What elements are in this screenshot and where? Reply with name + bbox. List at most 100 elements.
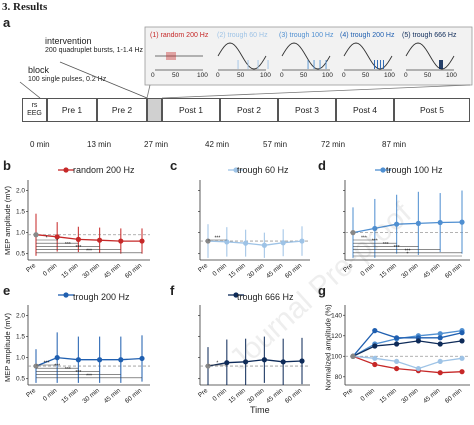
series-line xyxy=(35,234,142,242)
y-tick-label: 120 xyxy=(331,333,342,340)
panel-letter-a: a xyxy=(3,15,11,30)
timeline-block-post5: Post 5 xyxy=(394,98,470,122)
x-tick-label: 30 min xyxy=(400,387,420,405)
y-tick-label: 2.0 xyxy=(16,313,25,320)
x-tick-label: Pre xyxy=(197,262,210,274)
timeline-block-pre2: Pre 2 xyxy=(97,98,147,122)
condition-label-5: (5) trough 666 Hz xyxy=(402,32,457,39)
data-point xyxy=(459,369,465,375)
y-axis-label-g: Normalized amplitude (%) xyxy=(323,304,333,391)
panel-letter-b: b xyxy=(3,158,11,173)
inset-tick-0: 0 xyxy=(280,72,284,79)
data-point xyxy=(54,355,60,361)
inset-sine-wave xyxy=(405,42,455,70)
x-tick-label: 30 min xyxy=(400,262,420,280)
data-point xyxy=(261,357,267,363)
x-tick-label: 15 min xyxy=(378,387,398,405)
significance-label: *** xyxy=(44,361,50,367)
data-point xyxy=(372,328,378,334)
significance-label: *** xyxy=(394,245,400,251)
data-point xyxy=(118,238,124,244)
data-point xyxy=(372,361,378,368)
condition-label-1: (1) random 200 Hz xyxy=(150,32,209,39)
x-tick-label: 15 min xyxy=(227,387,247,405)
legend-marker xyxy=(63,292,69,298)
x-tick-label: 60 min xyxy=(284,387,304,405)
time-mark-27: 27 min xyxy=(144,140,169,149)
data-point xyxy=(299,358,305,364)
timeline-block-post1: Post 1 xyxy=(162,98,220,122)
x-tick-label: 60 min xyxy=(444,387,464,405)
x-tick-label: 60 min xyxy=(124,262,144,280)
timeline-block-pre1: Pre 1 xyxy=(47,98,97,122)
significance-label: *** xyxy=(214,236,220,242)
timeline-label: Post 5 xyxy=(419,105,445,115)
data-point xyxy=(459,355,465,361)
y-tick-label: 80 xyxy=(335,374,343,381)
legend-c: trough 60 Hz xyxy=(237,165,289,175)
legend-marker xyxy=(63,167,69,173)
data-point xyxy=(280,240,286,246)
data-point xyxy=(394,335,400,341)
data-point xyxy=(437,335,443,341)
panel-letter-f: f xyxy=(170,283,175,298)
data-point xyxy=(459,219,465,225)
data-point xyxy=(75,357,81,363)
timeline-block-rs-eeg: rs EEG xyxy=(22,98,47,122)
inset-tick-100: 100 xyxy=(322,72,333,79)
inset-tick-0: 0 xyxy=(342,72,346,79)
time-mark-57: 57 min xyxy=(263,140,288,149)
legend-marker xyxy=(380,167,386,173)
data-point xyxy=(372,343,378,349)
inset-tick-50: 50 xyxy=(172,72,180,79)
data-point xyxy=(415,220,421,226)
significance-label: *** xyxy=(361,236,367,242)
data-point xyxy=(372,225,378,232)
x-tick-label: Pre xyxy=(25,387,38,399)
data-point xyxy=(243,240,249,246)
block-title: block xyxy=(28,65,50,75)
significance-label: *** xyxy=(75,245,81,251)
x-tick-label: 45 min xyxy=(422,262,442,280)
inset-tick-50: 50 xyxy=(424,72,432,79)
y-tick-label: 0.5 xyxy=(16,251,25,258)
panel-letter-d: d xyxy=(318,158,326,173)
x-tick-label: 30 min xyxy=(246,262,266,280)
inset-tick-50: 50 xyxy=(237,72,245,79)
data-point xyxy=(394,365,400,372)
series-line xyxy=(352,340,463,357)
timeline-label: Post 2 xyxy=(236,105,262,115)
significance-label: *** xyxy=(383,242,389,248)
x-tick-label: 0 min xyxy=(211,262,228,278)
data-point xyxy=(33,232,39,238)
significance-label: * xyxy=(46,236,48,242)
significance-label: *** xyxy=(405,248,411,254)
significance-label: *** xyxy=(54,364,60,370)
significance-label: *** xyxy=(75,370,81,376)
x-tick-label: 45 min xyxy=(265,262,285,280)
data-point xyxy=(394,341,400,347)
significance-label: *** xyxy=(65,367,71,373)
panel-letter-e: e xyxy=(3,283,11,298)
x-tick-label: 30 min xyxy=(81,262,101,280)
condition-label-3: (3) trough 100 Hz xyxy=(279,32,334,39)
section-heading: 3. Results xyxy=(2,1,48,13)
y-tick-label: 2.0 xyxy=(16,188,25,195)
condition-label-2: (2) trough 60 Hz xyxy=(217,32,268,39)
legend-d: trough 100 Hz xyxy=(386,165,443,175)
data-point xyxy=(459,330,465,336)
timeline-label: Pre 2 xyxy=(111,105,133,115)
data-point xyxy=(350,230,356,236)
condition-label-4: (4) trough 200 Hz xyxy=(340,32,395,39)
x-tick-label: 15 min xyxy=(60,262,80,280)
inset-tick-100: 100 xyxy=(446,72,457,79)
data-point xyxy=(224,360,230,366)
data-point xyxy=(394,358,400,365)
data-point xyxy=(33,363,39,369)
timeline-label: Pre 1 xyxy=(61,105,83,115)
timeline-label: Post 1 xyxy=(178,105,204,115)
block-pointer xyxy=(19,81,41,99)
time-mark-13: 13 min xyxy=(87,140,112,149)
time-mark-42: 42 min xyxy=(205,140,230,149)
